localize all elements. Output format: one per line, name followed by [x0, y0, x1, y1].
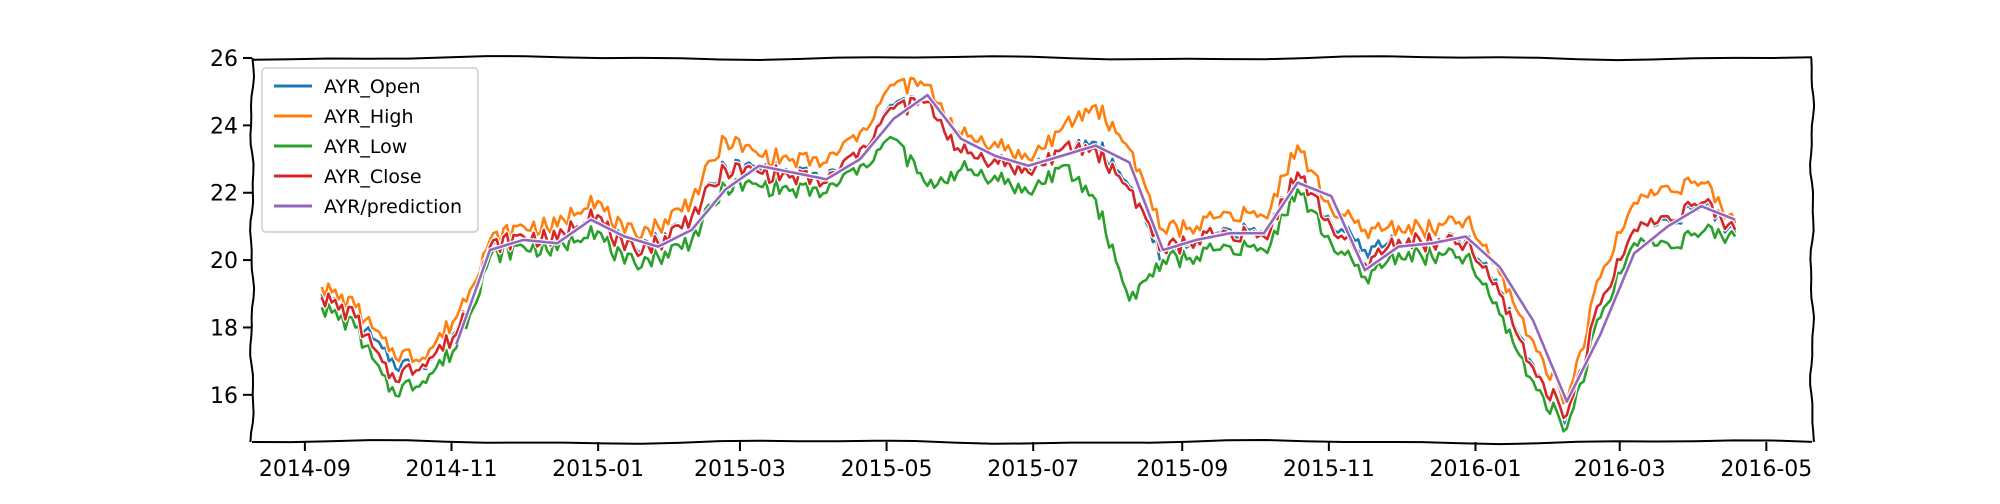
y-tick-label-2: 20 [210, 249, 238, 274]
legend-box [261, 67, 479, 233]
y-axis: 16 18 20 22 24 26 [210, 47, 252, 409]
series-line-ayr-open [320, 95, 1737, 425]
legend-label-1: AYR_High [324, 106, 414, 128]
legend-label-4: AYR/prediction [324, 196, 462, 218]
series-line-ayr-close [320, 96, 1737, 420]
y-tick-label-0: 16 [210, 384, 238, 409]
frame-left [249, 57, 256, 443]
series-line-ayr-prediction [455, 93, 1736, 403]
x-tick-label-6: 2015-09 [1136, 457, 1228, 482]
legend: AYR_Open AYR_High AYR_Low AYR_Close AYR/pred… [261, 67, 479, 233]
series-line-ayr-high [320, 76, 1737, 405]
x-tick-label-5: 2015-07 [987, 457, 1079, 482]
series-halo-0 [319, 93, 1738, 427]
series-halo-2 [319, 134, 1738, 434]
x-axis: 2014-09 2014-11 2015-01 2015-03 2015-05 2015-… [259, 442, 1812, 482]
legend-label-2: AYR_Low [324, 136, 407, 158]
series-line-ayr-low [320, 135, 1737, 433]
series-layer [319, 75, 1738, 434]
frame-bottom [251, 438, 1813, 446]
frame-right [1809, 57, 1816, 443]
legend-label-0: AYR_Open [324, 76, 421, 98]
plot-frame [249, 55, 1816, 446]
x-tick-label-7: 2015-11 [1283, 457, 1375, 482]
y-tick-label-4: 24 [210, 114, 238, 139]
x-tick-label-10: 2016-05 [1720, 457, 1812, 482]
frame-top [251, 55, 1813, 62]
x-tick-label-3: 2015-03 [694, 457, 786, 482]
x-tick-label-1: 2014-11 [406, 457, 498, 482]
x-tick-label-9: 2016-03 [1574, 457, 1666, 482]
x-tick-label-0: 2014-09 [259, 457, 351, 482]
x-tick-label-8: 2016-01 [1430, 457, 1522, 482]
legend-label-3: AYR_Close [324, 166, 422, 188]
y-tick-label-3: 22 [210, 182, 238, 207]
x-tick-label-2: 2015-01 [552, 457, 644, 482]
x-tick-label-4: 2015-05 [841, 457, 933, 482]
y-tick-label-5: 26 [210, 47, 238, 72]
y-tick-label-1: 18 [210, 316, 238, 341]
